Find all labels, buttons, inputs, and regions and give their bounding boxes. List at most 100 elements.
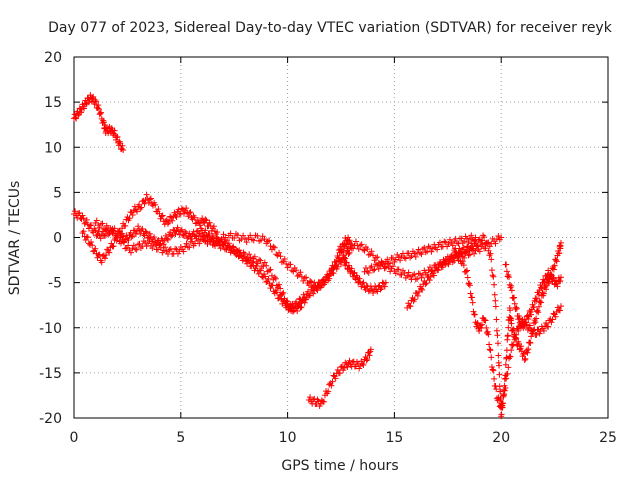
data-point bbox=[465, 280, 472, 287]
data-point bbox=[171, 209, 178, 216]
data-point bbox=[276, 281, 283, 288]
series-arc-4 bbox=[92, 217, 310, 315]
data-point bbox=[360, 279, 367, 286]
data-point bbox=[498, 411, 505, 418]
data-point bbox=[152, 201, 159, 208]
data-point bbox=[464, 274, 471, 281]
data-point bbox=[372, 261, 379, 268]
data-point bbox=[367, 251, 374, 258]
data-point bbox=[342, 241, 349, 248]
data-point bbox=[374, 288, 381, 295]
data-point bbox=[240, 249, 247, 256]
data-point bbox=[525, 346, 532, 353]
x-tick-label: 20 bbox=[492, 430, 510, 446]
data-point bbox=[460, 244, 467, 251]
data-point bbox=[254, 232, 261, 239]
data-point bbox=[502, 384, 509, 391]
data-point bbox=[511, 300, 518, 307]
data-point bbox=[129, 212, 136, 219]
data-point bbox=[309, 284, 316, 291]
data-point bbox=[80, 105, 87, 112]
data-point bbox=[540, 279, 547, 286]
data-point bbox=[465, 252, 472, 259]
data-point bbox=[191, 214, 198, 221]
data-point bbox=[488, 363, 495, 370]
data-point bbox=[210, 223, 217, 230]
data-point bbox=[506, 353, 513, 360]
data-point bbox=[239, 257, 246, 264]
data-point bbox=[469, 294, 476, 301]
data-point bbox=[494, 332, 501, 339]
data-point bbox=[216, 239, 223, 246]
data-point bbox=[149, 245, 156, 252]
data-point bbox=[550, 310, 557, 317]
data-point bbox=[101, 233, 108, 240]
data-point bbox=[139, 225, 146, 232]
data-point bbox=[351, 269, 358, 276]
data-point bbox=[540, 327, 547, 334]
data-point bbox=[471, 250, 478, 257]
x-tick-label: 25 bbox=[599, 430, 617, 446]
data-point bbox=[538, 284, 545, 291]
data-point bbox=[261, 270, 268, 277]
data-point bbox=[90, 93, 97, 100]
data-point bbox=[294, 308, 301, 315]
data-point bbox=[174, 224, 181, 231]
data-point bbox=[347, 240, 354, 247]
data-point bbox=[530, 327, 537, 334]
data-point bbox=[320, 398, 327, 405]
data-point bbox=[407, 303, 414, 310]
data-point bbox=[202, 216, 209, 223]
data-point bbox=[418, 274, 425, 281]
data-point bbox=[524, 312, 531, 319]
data-point bbox=[467, 290, 474, 297]
data-point bbox=[187, 209, 194, 216]
data-point bbox=[532, 295, 539, 302]
data-point bbox=[114, 133, 121, 140]
data-point bbox=[551, 262, 558, 269]
data-point bbox=[247, 232, 254, 239]
data-point bbox=[181, 210, 188, 217]
data-point bbox=[184, 235, 191, 242]
y-tick-label: 0 bbox=[53, 231, 62, 247]
data-point bbox=[100, 225, 107, 232]
data-point bbox=[405, 250, 412, 257]
data-point bbox=[166, 247, 173, 254]
data-point bbox=[446, 258, 453, 265]
data-point bbox=[301, 275, 308, 282]
data-point bbox=[497, 388, 504, 395]
data-point bbox=[556, 250, 563, 257]
data-point bbox=[490, 273, 497, 280]
data-point bbox=[111, 127, 118, 134]
data-point bbox=[550, 266, 557, 273]
data-point bbox=[101, 255, 108, 262]
data-point bbox=[523, 319, 530, 326]
data-point bbox=[528, 311, 535, 318]
data-point bbox=[496, 362, 503, 369]
data-point bbox=[120, 146, 127, 153]
data-point bbox=[516, 315, 523, 322]
data-point bbox=[527, 322, 534, 329]
data-point bbox=[543, 319, 550, 326]
data-point bbox=[402, 255, 409, 262]
data-point bbox=[321, 279, 328, 286]
data-point bbox=[97, 110, 104, 117]
data-point bbox=[157, 244, 164, 251]
data-point bbox=[240, 232, 247, 239]
data-point bbox=[316, 283, 323, 290]
data-point bbox=[368, 263, 375, 270]
data-point bbox=[378, 285, 385, 292]
data-point bbox=[104, 246, 111, 253]
data-point bbox=[284, 264, 291, 271]
data-point bbox=[163, 235, 170, 242]
data-point bbox=[405, 269, 412, 276]
data-point bbox=[127, 249, 134, 256]
data-point bbox=[370, 267, 377, 274]
data-point bbox=[535, 291, 542, 298]
data-point bbox=[445, 240, 452, 247]
data-point bbox=[328, 382, 335, 389]
data-point bbox=[257, 257, 264, 264]
data-point bbox=[444, 243, 451, 250]
data-point bbox=[515, 316, 522, 323]
data-point bbox=[217, 245, 224, 252]
